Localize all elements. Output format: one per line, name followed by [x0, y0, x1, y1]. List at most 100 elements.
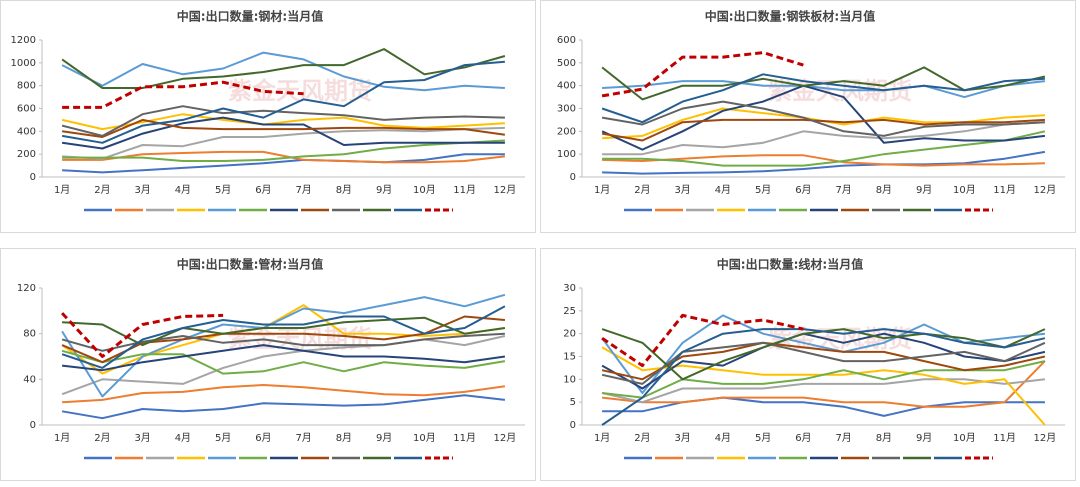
y-tick-label: 10	[563, 374, 576, 385]
series-line	[61, 105, 505, 137]
series-line	[61, 116, 505, 150]
chart-title: 中国:出口数量:管材:当月值	[177, 257, 323, 272]
y-tick-label: 0	[30, 420, 36, 431]
series-line	[62, 126, 505, 160]
series-line	[62, 150, 506, 164]
x-tick-label: 12月	[494, 432, 517, 444]
x-tick-label: 2月	[634, 432, 650, 444]
y-tick-label: 0	[570, 172, 576, 183]
y-tick-label: 30	[563, 283, 576, 294]
x-tick-label: 12月	[494, 184, 517, 196]
panel-frame	[0, 248, 536, 481]
series-line	[602, 121, 1045, 156]
series-line	[62, 153, 505, 174]
y-tick-label: 400	[557, 81, 576, 92]
series-line	[61, 335, 506, 396]
y-tick-label: 120	[17, 283, 36, 294]
series-line	[62, 384, 506, 404]
series-line	[61, 305, 506, 369]
series-line	[601, 341, 1046, 385]
chart-panel: 中国:出口数量:钢铁板材:当月值 0 100 200 300 400 500 600 1月 2月 3…	[540, 0, 1076, 233]
y-tick-label: 300	[557, 104, 576, 115]
x-tick-label: 5月	[215, 432, 231, 444]
y-tick-label: 100	[557, 149, 576, 160]
chart-title: 中国:出口数量:钢材:当月值	[177, 9, 323, 24]
y-tick-label: 20	[563, 329, 576, 340]
x-tick-label: 7月	[835, 432, 851, 444]
x-tick-label: 4月	[715, 432, 731, 444]
y-tick-label: 0	[570, 420, 576, 431]
x-tick-label: 6月	[255, 432, 271, 444]
y-tick-label: 400	[17, 126, 36, 137]
x-tick-label: 2月	[634, 184, 650, 196]
panel-frame	[540, 0, 1076, 233]
series-line	[61, 315, 505, 364]
series-line	[61, 344, 506, 372]
x-tick-label: 11月	[453, 432, 476, 444]
x-tick-label: 12月	[1034, 432, 1057, 444]
y-tick-label: 500	[557, 58, 576, 69]
chart-panel: 中国:出口数量:钢材:当月值 0 200 400 600 800 1000 1200 1月 2月 3…	[0, 0, 536, 233]
y-tick-label: 200	[17, 149, 36, 160]
x-tick-label: 1月	[594, 432, 610, 444]
series-line	[61, 312, 224, 358]
y-tick-label: 200	[557, 126, 576, 137]
y-tick-label: 25	[563, 306, 576, 317]
x-tick-label: 12月	[1034, 184, 1057, 196]
series-line	[602, 150, 1046, 175]
x-tick-label: 1月	[54, 432, 70, 444]
x-tick-label: 2月	[94, 432, 110, 444]
x-tick-label: 5月	[755, 432, 771, 444]
x-tick-label: 6月	[795, 184, 811, 196]
x-tick-label: 10月	[413, 184, 436, 196]
x-tick-label: 8月	[876, 184, 892, 196]
y-tick-label: 1200	[11, 35, 36, 46]
series-line	[601, 328, 1046, 426]
y-tick-label: 1000	[11, 58, 36, 69]
x-tick-label: 7月	[295, 184, 311, 196]
x-tick-label: 8月	[336, 184, 352, 196]
x-tick-label: 4月	[715, 184, 731, 196]
x-tick-label: 1月	[54, 184, 70, 196]
x-tick-label: 8月	[876, 432, 892, 444]
x-tick-label: 6月	[795, 432, 811, 444]
series-line	[602, 396, 1045, 417]
series-line	[602, 154, 1045, 167]
series-line	[601, 73, 1045, 124]
y-tick-label: 0	[30, 172, 36, 183]
x-tick-label: 7月	[835, 184, 851, 196]
y-tick-label: 600	[17, 104, 36, 115]
x-tick-label: 5月	[215, 184, 231, 196]
x-tick-label: 9月	[916, 432, 932, 444]
x-tick-label: 9月	[376, 432, 392, 444]
x-tick-label: 9月	[916, 184, 932, 196]
series-line	[62, 139, 505, 162]
chart-title: 中国:出口数量:线材:当月值	[717, 257, 863, 272]
y-tick-label: 80	[23, 329, 36, 340]
series-line	[61, 118, 506, 138]
x-tick-label: 8月	[336, 432, 352, 444]
y-tick-label: 5	[570, 397, 576, 408]
series-line	[601, 100, 1045, 137]
series-line	[62, 316, 506, 347]
series-line	[601, 84, 1046, 151]
x-tick-label: 10月	[953, 184, 976, 196]
x-tick-label: 4月	[175, 184, 191, 196]
series-line	[61, 304, 506, 375]
series-line	[601, 118, 1045, 142]
series-line	[61, 349, 506, 375]
x-tick-label: 11月	[993, 184, 1016, 196]
chart-title: 中国:出口数量:钢铁板材:当月值	[705, 9, 875, 24]
series-line	[61, 51, 505, 92]
series-line	[601, 360, 1046, 408]
x-tick-label: 1月	[594, 184, 610, 196]
x-tick-label: 10月	[413, 432, 436, 444]
x-tick-label: 11月	[993, 432, 1016, 444]
series-line	[602, 130, 1046, 167]
y-tick-label: 15	[563, 352, 576, 363]
x-tick-label: 3月	[134, 432, 150, 444]
series-line	[602, 80, 1046, 99]
series-line	[601, 378, 1046, 404]
chart-panel: 中国:出口数量:线材:当月值 0 5 10 15 20 25 30 1月 2月 3月 4月 5月 6月 7月…	[540, 248, 1076, 481]
